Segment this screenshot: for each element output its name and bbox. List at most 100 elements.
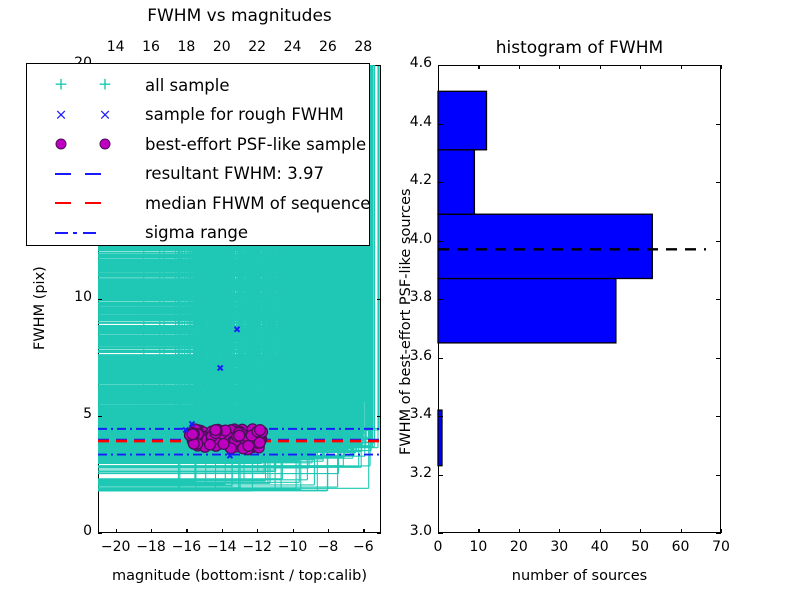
axis-tick: [518, 65, 521, 69]
scatter-ytick-label: 0: [83, 523, 92, 539]
histogram-xtick-label: 30: [550, 539, 569, 555]
histogram-xtick-label: 40: [590, 539, 609, 555]
axis-tick: [151, 529, 153, 533]
axis-tick: [377, 299, 381, 301]
axis-tick: [292, 529, 294, 533]
scatter-title: FWHM vs magnitudes: [147, 6, 332, 26]
histogram-ytick-label: 4.2: [409, 172, 432, 188]
legend-entry-label: best-effort PSF-like sample: [145, 134, 367, 154]
circle-glyph: [55, 138, 67, 150]
axis-tick: [98, 416, 102, 418]
legend-marker-circle-icon: [33, 129, 145, 159]
cross-glyph: ×: [98, 105, 112, 123]
cross-glyph: ×: [54, 105, 68, 123]
legend-entry[interactable]: × × sample for rough FWHM: [33, 100, 365, 130]
histogram-ytick-label: 4.6: [409, 55, 432, 71]
scatter-top-xtick-label: 22: [248, 39, 267, 55]
axis-tick: [377, 416, 381, 418]
scatter-xtick-label: −8: [317, 539, 339, 555]
scatter-xaxis-label: magnitude (bottom:isnt / top:calib): [111, 568, 367, 584]
histogram-xtick-label: 70: [712, 539, 730, 555]
axis-tick: [186, 529, 188, 533]
axis-tick: [559, 65, 561, 69]
axis-tick: [438, 299, 443, 301]
scatter-top-xtick-label: 18: [177, 39, 196, 55]
axis-tick: [438, 533, 443, 535]
legend-marker-cross-icon: × ×: [33, 100, 145, 130]
axis-tick: [716, 474, 721, 476]
scatter-xtick-label: −12: [242, 539, 272, 555]
psf-sample-point: [217, 437, 230, 450]
legend-entry[interactable]: best-effort PSF-like sample: [33, 129, 367, 159]
legend-marker-dashdot-line-icon: [33, 218, 145, 248]
legend-marker-plus-icon: + +: [33, 70, 145, 100]
histogram-ytick-label: 4.0: [409, 230, 432, 247]
histogram-xaxis-label: number of sources: [511, 568, 648, 584]
scatter-xtick-label: −18: [136, 539, 166, 555]
axis-tick: [98, 533, 102, 535]
legend-entry-label: median FHWM of sequence: [145, 193, 371, 213]
legend-entry[interactable]: sigma range: [33, 218, 365, 248]
psf-sample-point: [253, 423, 267, 437]
axis-tick: [438, 65, 440, 69]
axis-tick: [438, 182, 443, 184]
histogram-ytick-label: 4.4: [409, 113, 432, 130]
scatter-ytick-label: 10: [74, 289, 92, 305]
scatter-top-xtick-label: 20: [212, 39, 231, 55]
scatter-top-xtick-label: 28: [354, 39, 373, 55]
dashed-line-glyph: [55, 172, 71, 175]
legend-entry[interactable]: median FHWM of sequence: [33, 188, 370, 218]
axis-tick: [716, 416, 721, 418]
axis-tick: [716, 240, 721, 242]
legend: + + all sample × × sample for rough FWHM best-…: [26, 63, 370, 246]
psf-sample-point: [233, 429, 246, 442]
scatter-xtick-label: −14: [207, 539, 237, 555]
psf-sample-point: [242, 439, 255, 452]
axis-tick: [438, 65, 443, 67]
axis-tick: [599, 529, 601, 533]
axis-tick: [716, 182, 721, 184]
histogram-bar: [437, 90, 488, 151]
histogram-bar: [437, 149, 476, 215]
scatter-ytick-label: 5: [83, 406, 92, 422]
axis-tick: [221, 529, 223, 533]
axis-tick: [438, 240, 443, 242]
legend-entry-label: resultant FWHM: 3.97: [145, 164, 324, 183]
axis-tick: [377, 533, 381, 535]
legend-entry-label: sigma range: [145, 223, 249, 242]
histogram-xtick-label: 20: [509, 539, 528, 555]
histogram-xtick-label: 10: [469, 539, 488, 555]
dashdot-line-glyph: [55, 231, 68, 234]
histogram-bars: [437, 90, 653, 467]
psf-sample-point: [209, 424, 222, 437]
scatter-top-xtick-label: 14: [106, 39, 125, 55]
legend-entry-label: all sample: [145, 75, 230, 95]
axis-tick: [478, 65, 480, 69]
axis-tick: [257, 529, 259, 533]
scatter-xtick-label: −20: [100, 539, 131, 555]
scatter-xtick-label: −16: [171, 539, 202, 555]
dashdot-line-glyph: [83, 231, 96, 234]
scatter-top-xtick-label: 24: [283, 39, 302, 55]
histogram-bar: [437, 409, 443, 467]
histogram-ytick-label: 3.0: [409, 523, 432, 539]
histogram-xtick-label: 0: [433, 539, 443, 555]
axis-tick: [716, 357, 721, 359]
legend-entry[interactable]: resultant FWHM: 3.97: [33, 159, 365, 189]
axis-tick: [438, 529, 440, 533]
legend-entry[interactable]: + + all sample: [33, 70, 365, 100]
axis-tick: [721, 65, 723, 69]
axis-tick: [115, 529, 117, 533]
axis-tick: [640, 65, 642, 69]
axis-tick: [478, 529, 480, 533]
histogram-bar: [437, 213, 653, 280]
axis-tick: [377, 65, 381, 67]
axis-tick: [438, 123, 443, 125]
axis-tick: [327, 529, 330, 533]
histogram-xtick-label: 60: [671, 539, 690, 555]
histogram-ytick-label: 3.2: [409, 464, 432, 481]
axis-tick: [716, 65, 721, 67]
